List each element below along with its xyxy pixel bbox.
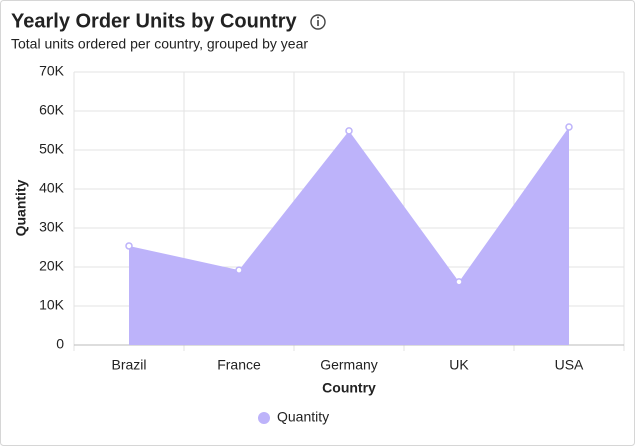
x-tick-label: USA bbox=[555, 357, 584, 373]
point bbox=[565, 123, 573, 131]
point bbox=[345, 127, 353, 135]
legend-label: Quantity bbox=[277, 409, 329, 425]
point bbox=[125, 242, 133, 250]
y-tick-label: 70K bbox=[39, 63, 65, 79]
y-tick-label: 30K bbox=[39, 219, 65, 235]
chart-subtitle: Total units ordered per country, grouped… bbox=[11, 36, 308, 52]
info-icon[interactable] bbox=[310, 14, 326, 30]
point bbox=[235, 266, 243, 274]
point bbox=[455, 278, 463, 286]
y-tick-label: 10K bbox=[39, 297, 65, 313]
x-tick-label: France bbox=[217, 357, 261, 373]
y-tick-label: 40K bbox=[39, 180, 65, 196]
y-tick-label: 0 bbox=[56, 336, 64, 352]
y-tick-label: 60K bbox=[39, 102, 65, 118]
x-axis-title: Country bbox=[322, 380, 376, 396]
x-tick-label: Germany bbox=[320, 357, 378, 373]
area bbox=[129, 126, 569, 346]
legend-marker bbox=[258, 412, 270, 424]
y-tick-label: 20K bbox=[39, 258, 65, 274]
x-tick-label: UK bbox=[449, 357, 469, 373]
x-tick-label: Brazil bbox=[111, 357, 146, 373]
y-tick-label: 50K bbox=[39, 141, 65, 157]
y-axis-title: Quantity bbox=[13, 179, 29, 236]
chart-title: Yearly Order Units by Country bbox=[11, 10, 298, 32]
